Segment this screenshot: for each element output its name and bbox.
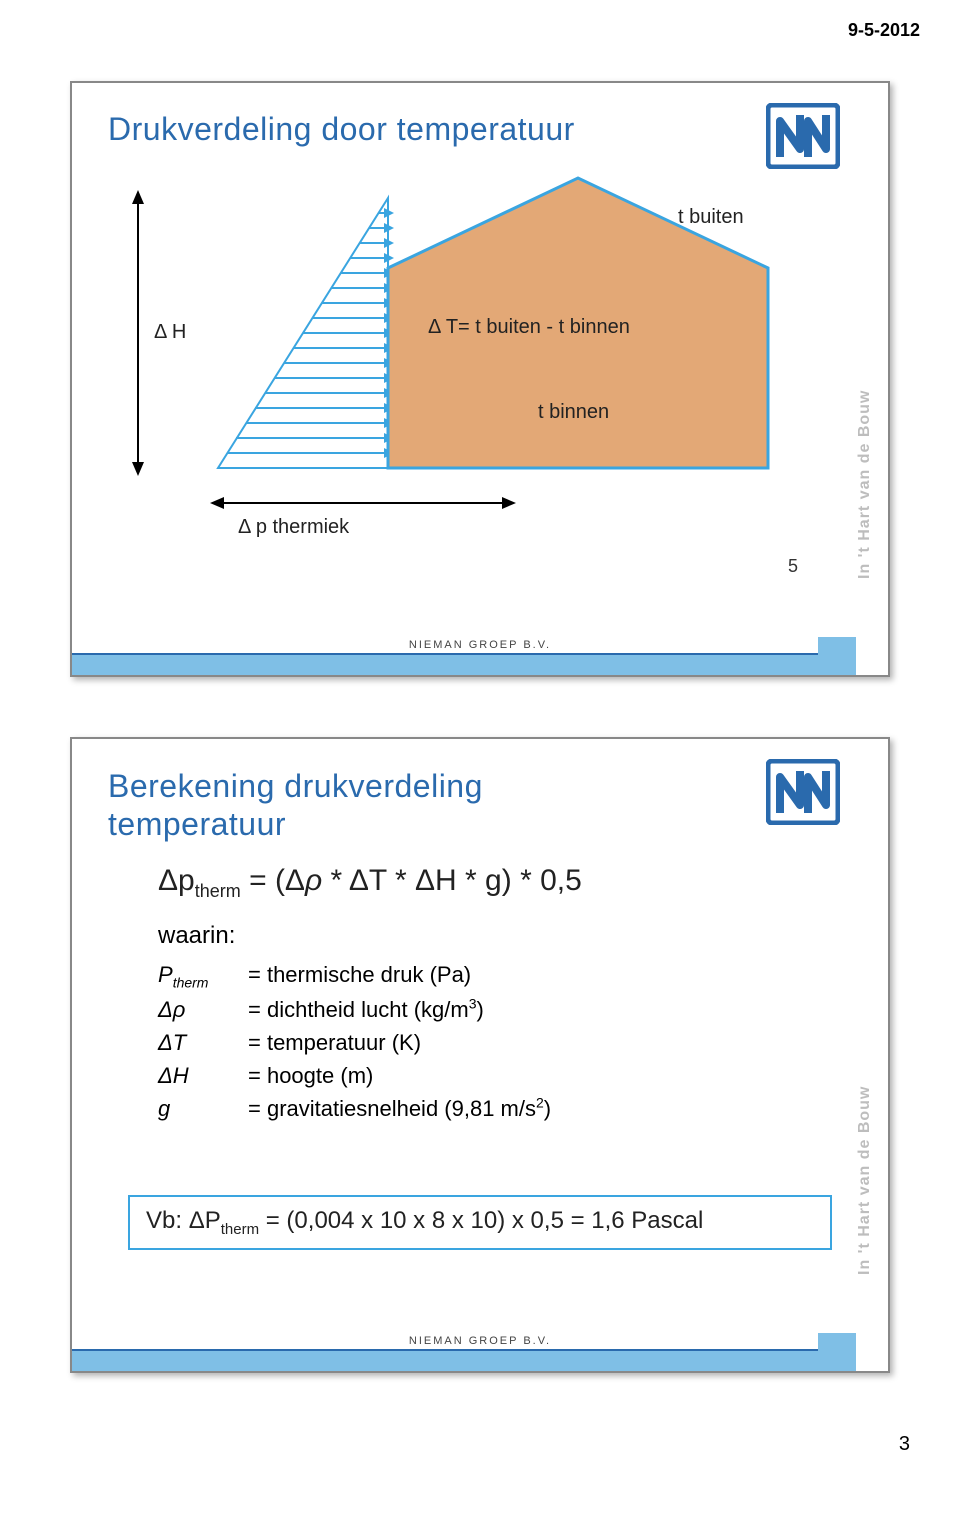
logo-n-left [780,771,800,813]
nieman-logo-icon [766,759,840,825]
label-dh: Δ H [154,321,186,343]
slide-2-title: Berekening drukverdelingtemperatuur [108,767,852,844]
slide-1-number: 5 [788,556,798,577]
dh-arrow-down-icon [132,462,144,476]
definition-text: = gravitatiesnelheid (9,81 m/s2) [248,1092,551,1125]
formula: Δptherm = (Δρ * ΔT * ΔH * g) * 0,5 [158,864,852,902]
definition-symbol: Ptherm [158,958,248,993]
footer-brand-1: NIEMAN GROEP B.V. [409,639,551,651]
page-number: 3 [40,1433,910,1456]
date-header: 9-5-2012 [40,20,920,41]
footer-bar-1 [72,655,818,675]
label-t-buiten: t buiten [678,206,744,228]
definitions-list: Ptherm= thermische druk (Pa)Δρ= dichthei… [158,958,852,1125]
footer-square-2 [818,1333,856,1371]
nieman-logo-icon [766,103,840,169]
definition-row: Ptherm= thermische druk (Pa) [158,958,852,993]
dh-arrow-up-icon [132,190,144,204]
label-t-binnen: t binnen [538,401,609,423]
diagram-container: Δ H [108,168,852,553]
definition-text: = dichtheid lucht (kg/m3) [248,993,484,1026]
example-box: Vb: ΔPtherm = (0,004 x 10 x 8 x 10) x 0,… [128,1195,832,1250]
formula-block: Δptherm = (Δρ * ΔT * ΔH * g) * 0,5 waari… [158,864,852,1125]
footer-brand-2: NIEMAN GROEP B.V. [409,1335,551,1347]
definition-symbol: ΔT [158,1026,248,1059]
definition-row: ΔH= hoogte (m) [158,1059,852,1092]
waarin-label: waarin: [158,922,852,950]
definition-text: = thermische druk (Pa) [248,958,471,993]
dp-arrow-right-icon [502,497,516,509]
logo-n-right [808,115,826,157]
label-dp: Δ p thermiek [238,516,350,538]
definition-symbol: g [158,1092,248,1125]
footer-square-1 [818,637,856,675]
pressure-diagram: Δ H [108,168,828,548]
definition-row: Δρ= dichtheid lucht (kg/m3) [158,993,852,1026]
side-tagline-2: In 't Hart van de Bouw [856,1075,876,1275]
slide-2: Berekening drukverdelingtemperatuur Δpth… [70,737,890,1373]
slide-2-footer: NIEMAN GROEP B.V. [72,1327,888,1371]
dp-arrow-left-icon [210,497,224,509]
definition-row: g= gravitatiesnelheid (9,81 m/s2) [158,1092,852,1125]
slide-1: Drukverdeling door temperatuur Δ H [70,81,890,677]
page: 9-5-2012 Drukverdeling door temperatuur … [0,0,960,1476]
logo-n-right [808,771,826,813]
pressure-triangle [218,198,394,468]
definition-symbol: Δρ [158,993,248,1026]
slide-1-footer: NIEMAN GROEP B.V. [72,631,888,675]
definition-text: = temperatuur (K) [248,1026,421,1059]
logo-n-left [780,115,800,157]
definition-symbol: ΔH [158,1059,248,1092]
slide-1-inner: Drukverdeling door temperatuur Δ H [72,83,888,631]
slide-2-inner: Berekening drukverdelingtemperatuur Δpth… [72,739,888,1327]
definition-text: = hoogte (m) [248,1059,373,1092]
definition-row: ΔT= temperatuur (K) [158,1026,852,1059]
label-dt-eq: Δ T= t buiten - t binnen [428,316,630,338]
footer-bar-2 [72,1351,818,1371]
slide-1-title: Drukverdeling door temperatuur [108,111,852,148]
side-tagline-1: In 't Hart van de Bouw [856,379,876,579]
